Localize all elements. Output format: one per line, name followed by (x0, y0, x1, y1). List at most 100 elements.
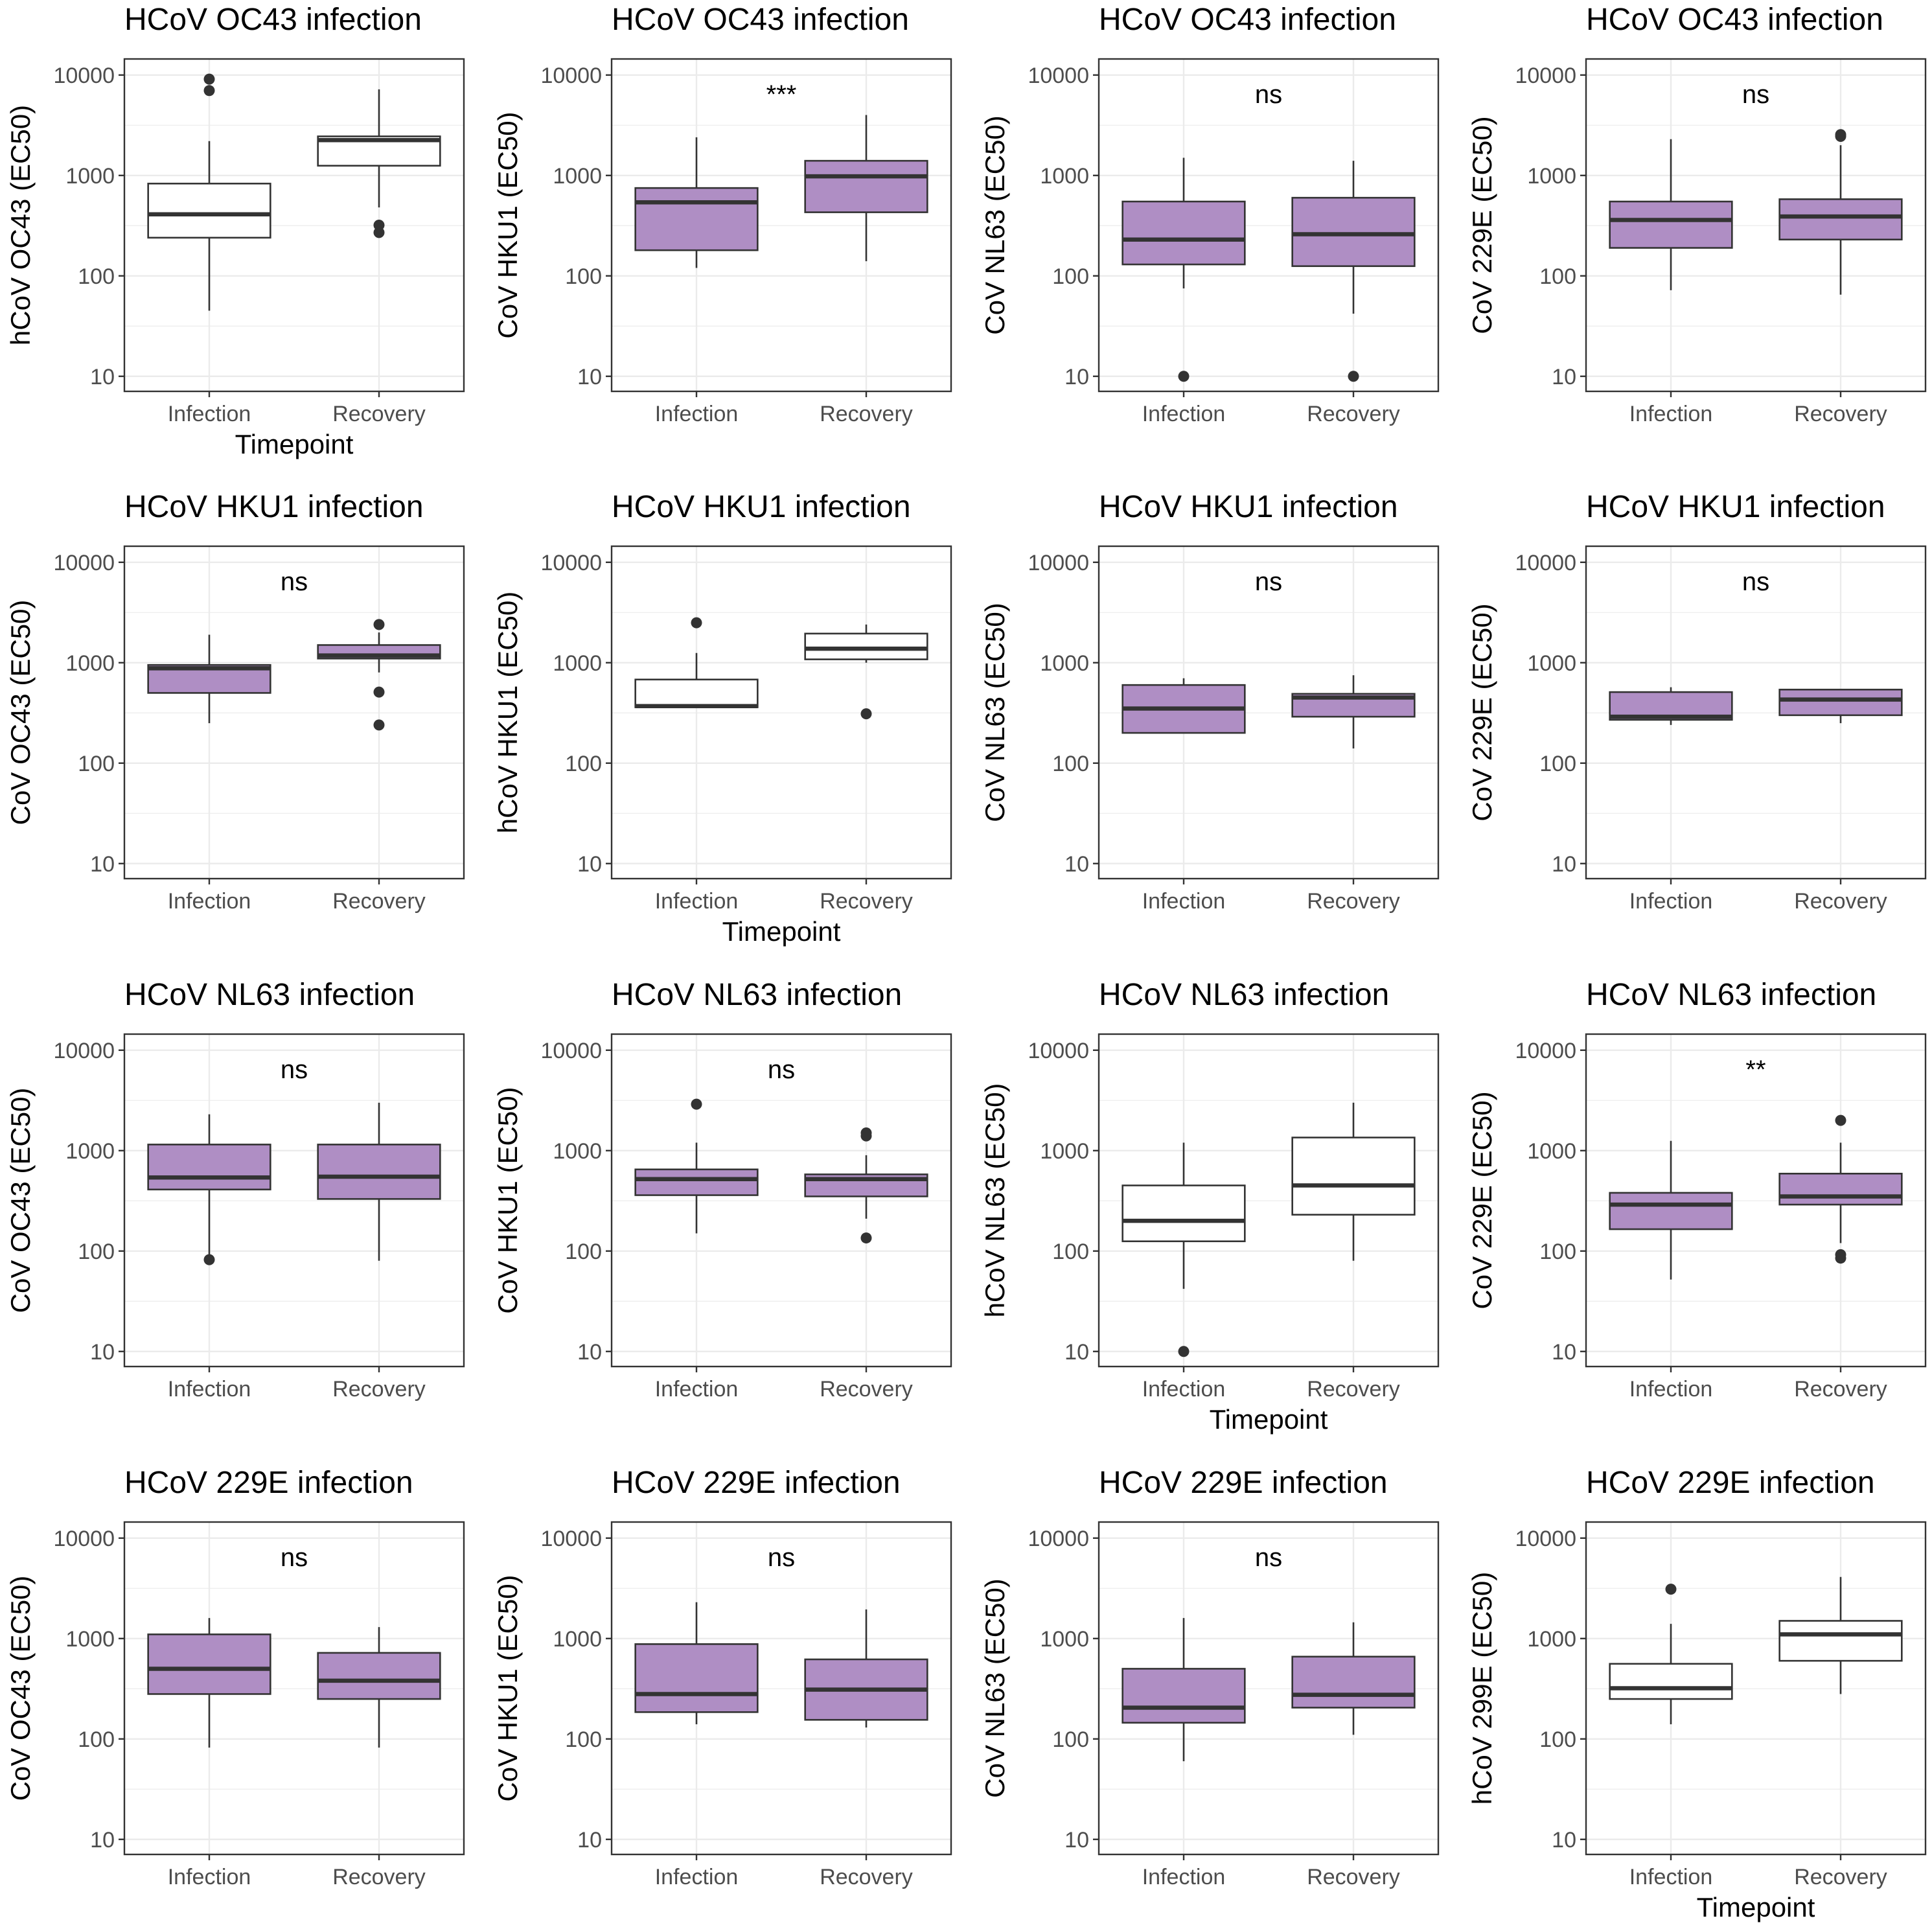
box-infection (634, 137, 759, 268)
box-recovery (804, 624, 928, 720)
y-tick-label: 10 (577, 1828, 602, 1852)
panel-border (1585, 545, 1927, 880)
chart-title: HCoV OC43 infection (1586, 3, 1883, 37)
panel-background (124, 546, 464, 879)
iqr-box (1291, 1656, 1416, 1709)
chart-panel: HCoV OC43 infection 10 100 1000 10000 Infecti… (492, 3, 952, 426)
significance-label: ** (1745, 1056, 1765, 1084)
iqr-box (317, 1144, 441, 1200)
y-tick-label: 10000 (53, 1527, 115, 1551)
y-tick-label: 100 (1052, 752, 1089, 776)
x-tick-label: Infection (1142, 1865, 1226, 1889)
box-recovery (804, 1609, 928, 1728)
y-tick-label: 1000 (1040, 1139, 1089, 1164)
y-tick-label: 10 (90, 1340, 115, 1365)
box-infection (1121, 678, 1246, 734)
box-infection (147, 73, 271, 311)
iqr-box (1121, 1184, 1246, 1243)
chart-panel: HCoV HKU1 infection 10 100 1000 10000 Infecti… (1467, 490, 1927, 914)
y-tick-label: 100 (1052, 1240, 1089, 1264)
y-tick-label: 100 (565, 1240, 602, 1264)
chart-title: HCoV 229E infection (1586, 1466, 1875, 1500)
iqr-box (634, 1168, 759, 1196)
significance-label: ns (1742, 568, 1769, 596)
y-tick-label: 10 (1064, 1340, 1089, 1365)
x-tick-label: Recovery (332, 402, 426, 426)
y-tick-label: 10000 (540, 63, 602, 88)
y-tick-label: 100 (78, 1240, 115, 1264)
x-tick-label: Infection (655, 1377, 739, 1402)
outlier-point (1665, 1584, 1677, 1595)
significance-label: ns (281, 568, 308, 596)
iqr-box (634, 1643, 759, 1713)
chart-panel: HCoV 229E infection 10 100 1000 10000 Infecti… (1467, 1466, 1927, 1922)
box-infection (1121, 1142, 1246, 1357)
outlier-point (373, 619, 385, 630)
significance-label: ns (281, 1543, 308, 1572)
box-infection (1609, 139, 1733, 290)
gridlines (1099, 59, 1438, 391)
significance-label: ns (1255, 1543, 1282, 1572)
iqr-box (1778, 1620, 1903, 1662)
y-tick-label: 10000 (53, 63, 115, 88)
iqr-box (147, 183, 271, 239)
y-axis-label: CoV 229E (EC50) (1467, 116, 1497, 334)
iqr-box (1291, 1137, 1416, 1216)
box-recovery (1778, 688, 1903, 724)
y-axis-label: CoV OC43 (EC50) (5, 1088, 36, 1313)
y-tick-label: 100 (1539, 1727, 1576, 1752)
chart-panel: HCoV NL63 infection 10 100 1000 10000 Infecti… (5, 978, 465, 1402)
iqr-box (147, 1633, 271, 1695)
box-recovery (317, 619, 441, 731)
significance-label: ns (1255, 80, 1282, 109)
outlier-point (1178, 371, 1190, 382)
y-tick-label: 1000 (553, 651, 602, 676)
chart-panel: HCoV HKU1 infection 10 100 1000 10000 Infecti… (980, 490, 1440, 914)
y-tick-label: 100 (1052, 1727, 1089, 1752)
x-tick-label: Recovery (1794, 1865, 1887, 1889)
y-tick-label: 10 (577, 852, 602, 877)
panel-background (612, 1034, 951, 1367)
y-tick-label: 10 (1552, 1828, 1576, 1852)
iqr-box (1291, 196, 1416, 268)
y-axis-label: CoV NL63 (EC50) (980, 115, 1010, 334)
y-tick-label: 10 (1552, 365, 1576, 389)
outlier-point (373, 686, 385, 698)
significance-label: ns (281, 1056, 308, 1084)
x-tick-label: Infection (168, 402, 251, 426)
y-tick-label: 10000 (1515, 63, 1576, 88)
panel-border (1098, 545, 1440, 880)
panel-border (610, 1521, 952, 1856)
y-tick-label: 10000 (1028, 63, 1089, 88)
x-tick-label: Infection (655, 1865, 739, 1889)
chart-title: HCoV HKU1 infection (1099, 490, 1398, 524)
chart-panel: HCoV HKU1 infection 10 100 1000 10000 Infecti… (492, 490, 952, 947)
box-infection (634, 617, 759, 708)
y-axis-label: CoV HKU1 (EC50) (492, 1087, 523, 1313)
chart-title: HCoV HKU1 infection (1586, 490, 1885, 524)
y-tick-label: 1000 (1527, 1627, 1576, 1652)
panel-border (1098, 1033, 1440, 1368)
outlier-point (691, 617, 702, 629)
panel-border (123, 58, 465, 393)
outlier-point (203, 85, 215, 97)
x-tick-label: Recovery (332, 1865, 426, 1889)
x-tick-label: Recovery (1794, 1377, 1887, 1402)
y-tick-label: 10000 (1028, 1039, 1089, 1063)
x-tick-label: Infection (1142, 1377, 1226, 1402)
y-tick-label: 100 (565, 1727, 602, 1752)
iqr-box (634, 187, 759, 251)
chart-title: HCoV HKU1 infection (612, 490, 911, 524)
y-tick-label: 100 (1539, 264, 1576, 289)
panel-background (612, 546, 951, 879)
chart-panel: HCoV OC43 infection 10 100 1000 10000 Infecti… (1467, 3, 1927, 426)
y-tick-label: 1000 (553, 1139, 602, 1164)
box-infection (634, 1602, 759, 1725)
y-tick-label: 10 (1064, 1828, 1089, 1852)
y-axis-label: hCoV NL63 (EC50) (980, 1083, 1010, 1318)
y-tick-label: 1000 (65, 1627, 115, 1652)
box-recovery (1778, 1576, 1903, 1694)
y-tick-label: 1000 (65, 164, 115, 189)
x-tick-label: Recovery (820, 1377, 913, 1402)
outlier-point (860, 1232, 872, 1244)
